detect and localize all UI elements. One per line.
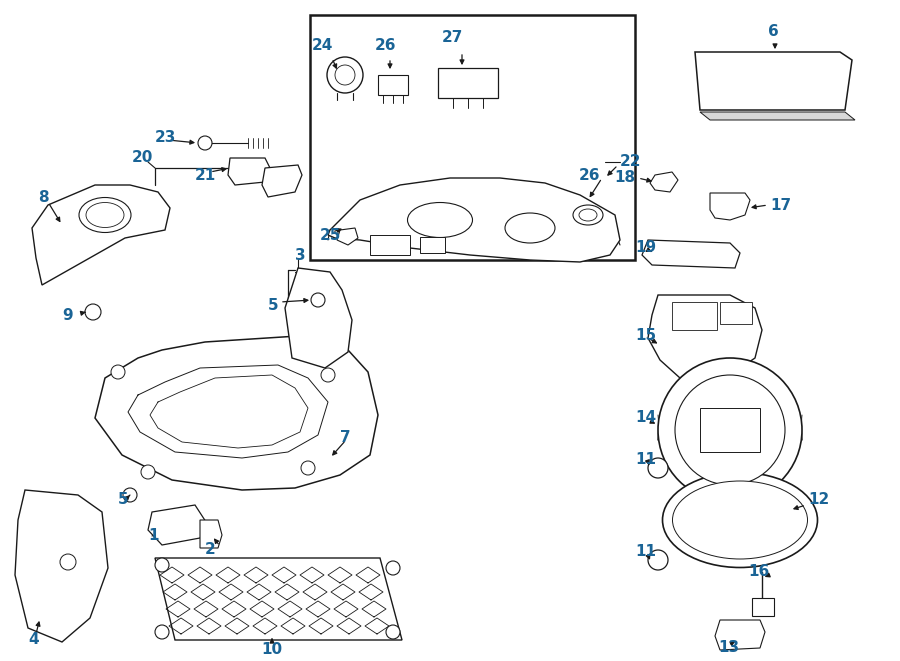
- Ellipse shape: [505, 213, 555, 243]
- Text: 15: 15: [635, 327, 656, 342]
- Polygon shape: [438, 68, 498, 98]
- Polygon shape: [15, 490, 108, 642]
- Polygon shape: [650, 172, 678, 192]
- Polygon shape: [262, 165, 302, 197]
- Text: 8: 8: [38, 190, 49, 206]
- Polygon shape: [32, 185, 170, 285]
- Circle shape: [85, 304, 101, 320]
- Circle shape: [321, 368, 335, 382]
- Text: 5: 5: [118, 492, 129, 508]
- Bar: [310, 15, 635, 260]
- Text: 24: 24: [311, 38, 333, 52]
- Circle shape: [301, 461, 315, 475]
- Circle shape: [648, 458, 668, 478]
- Polygon shape: [695, 52, 852, 110]
- Text: 2: 2: [205, 543, 216, 557]
- Text: 16: 16: [749, 564, 770, 580]
- Text: 20: 20: [132, 151, 153, 165]
- Polygon shape: [328, 178, 620, 262]
- Text: 1: 1: [148, 529, 158, 543]
- Circle shape: [60, 554, 76, 570]
- Polygon shape: [285, 268, 352, 368]
- Text: 17: 17: [770, 198, 791, 212]
- Circle shape: [155, 558, 169, 572]
- Text: 5: 5: [268, 297, 279, 313]
- Bar: [420, 237, 445, 253]
- Circle shape: [155, 625, 169, 639]
- Ellipse shape: [79, 198, 131, 233]
- Text: 27: 27: [441, 30, 463, 46]
- Polygon shape: [155, 558, 402, 640]
- Polygon shape: [700, 112, 855, 120]
- Text: 26: 26: [374, 38, 396, 52]
- Ellipse shape: [573, 205, 603, 225]
- Polygon shape: [710, 193, 750, 220]
- Polygon shape: [337, 228, 358, 245]
- Ellipse shape: [672, 481, 807, 559]
- Polygon shape: [378, 75, 408, 95]
- Text: 23: 23: [155, 130, 176, 145]
- Text: 3: 3: [295, 247, 306, 262]
- Circle shape: [198, 136, 212, 150]
- Bar: [700, 408, 760, 452]
- Circle shape: [386, 561, 400, 575]
- Circle shape: [335, 65, 355, 85]
- Circle shape: [658, 358, 802, 502]
- Text: 14: 14: [635, 410, 656, 426]
- Polygon shape: [642, 240, 740, 268]
- Text: 13: 13: [718, 641, 739, 656]
- Circle shape: [648, 550, 668, 570]
- Text: 18: 18: [614, 171, 635, 186]
- Text: 25: 25: [320, 227, 341, 243]
- Ellipse shape: [662, 473, 817, 568]
- Bar: [672, 302, 717, 330]
- Text: 22: 22: [620, 155, 642, 169]
- Text: 26: 26: [579, 167, 600, 182]
- Circle shape: [675, 375, 785, 485]
- Circle shape: [111, 365, 125, 379]
- Polygon shape: [148, 505, 208, 545]
- Ellipse shape: [579, 209, 597, 221]
- Text: 10: 10: [261, 642, 283, 658]
- Circle shape: [386, 625, 400, 639]
- Text: 11: 11: [635, 453, 656, 467]
- Circle shape: [327, 57, 363, 93]
- Polygon shape: [228, 158, 270, 185]
- Bar: [752, 598, 774, 616]
- Polygon shape: [715, 620, 765, 650]
- Text: 11: 11: [635, 545, 656, 559]
- Text: 9: 9: [62, 307, 73, 323]
- Circle shape: [141, 465, 155, 479]
- Text: 6: 6: [768, 24, 778, 40]
- Circle shape: [123, 488, 137, 502]
- Text: 19: 19: [635, 241, 656, 256]
- Text: 12: 12: [808, 492, 829, 508]
- Bar: [370, 235, 410, 255]
- Polygon shape: [648, 295, 762, 382]
- Ellipse shape: [408, 202, 472, 237]
- Bar: [720, 302, 752, 324]
- Text: 7: 7: [340, 430, 351, 446]
- Polygon shape: [95, 336, 378, 490]
- Text: 4: 4: [28, 633, 39, 648]
- Polygon shape: [200, 520, 222, 548]
- Circle shape: [311, 293, 325, 307]
- Text: 21: 21: [195, 167, 216, 182]
- Ellipse shape: [86, 202, 124, 227]
